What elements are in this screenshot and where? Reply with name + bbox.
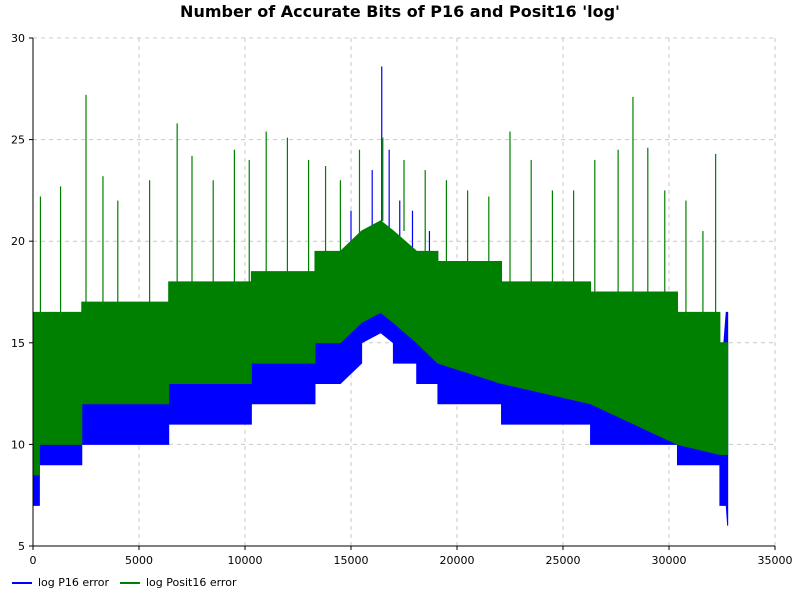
series-layer	[32, 66, 729, 526]
y-tick-label: 25	[11, 134, 25, 147]
chart-title: Number of Accurate Bits of P16 and Posit…	[180, 2, 620, 21]
x-tick-label: 25000	[546, 554, 581, 567]
series-band	[32, 220, 729, 476]
legend-swatch-p16	[12, 581, 32, 584]
x-tick-label: 35000	[758, 554, 793, 567]
x-tick-label: 5000	[125, 554, 153, 567]
x-tick-label: 10000	[228, 554, 263, 567]
legend-item-posit16: log Posit16 error	[120, 576, 236, 589]
series-1	[32, 94, 729, 476]
y-tick-label: 30	[11, 32, 25, 45]
x-tick-label: 0	[30, 554, 37, 567]
tick-labels: 0 5000 10000 15000 20000 25000 30000 35000 5 10 15…	[11, 32, 793, 567]
legend-label-posit16: log Posit16 error	[146, 576, 237, 589]
x-tick-label: 15000	[334, 554, 369, 567]
x-tick-label: 20000	[440, 554, 475, 567]
legend-label-p16: log P16 error	[38, 576, 110, 589]
y-tick-label: 5	[18, 540, 25, 553]
y-tick-label: 15	[11, 337, 25, 350]
y-tick-label: 10	[11, 438, 25, 451]
x-tick-label: 30000	[652, 554, 687, 567]
y-tick-label: 20	[11, 235, 25, 248]
axes	[29, 37, 776, 550]
legend-swatch-posit16	[120, 581, 140, 584]
legend-item-p16: log P16 error	[12, 576, 109, 589]
